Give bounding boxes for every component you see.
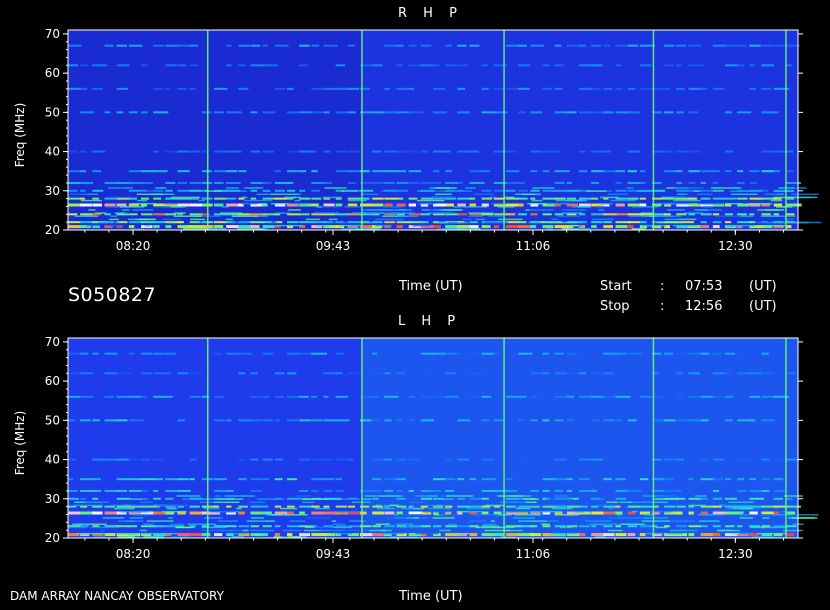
y-tick-label: 30: [45, 184, 60, 198]
stop-time: 12:56: [685, 299, 723, 314]
y-tick-label: 20: [45, 531, 60, 545]
y-tick-label: 50: [45, 105, 60, 119]
lhp-axes: 70 60 50 40 30 20 08:20 09:43 11:06 12:30: [45, 335, 803, 561]
x-tick-label: 12:30: [718, 547, 753, 561]
start-time: 07:53: [685, 279, 723, 294]
start-unit: (UT): [749, 279, 777, 294]
rhp-spectrogram-chart: 70 60 50 40 30 20 08:20 09:43 11:06 12:30 Freq (M…: [13, 27, 822, 253]
observatory-label: DAM ARRAY NANCAY OBSERVATORY: [10, 589, 224, 603]
rhp-axes: 70 60 50 40 30 20 08:20 09:43 11:06 12:30: [45, 27, 803, 253]
stop-colon: :: [660, 299, 665, 314]
rhp-plot-area: [68, 30, 822, 230]
x-tick-label: 12:30: [718, 239, 753, 253]
y-tick-label: 70: [45, 335, 60, 349]
stop-unit: (UT): [749, 299, 777, 314]
x-tick-label: 09:43: [316, 239, 351, 253]
lhp-panel-title: L H P: [398, 314, 462, 329]
y-tick-label: 40: [45, 453, 60, 467]
x-tick-label: 08:20: [116, 239, 151, 253]
y-tick-label: 60: [45, 66, 60, 80]
x-tick-label: 09:43: [316, 547, 351, 561]
stop-label: Stop: [600, 299, 630, 314]
y-tick-label: 20: [45, 223, 60, 237]
lhp-y-axis-label: Freq (MHz): [13, 411, 27, 476]
lhp-spectrogram-chart: 70 60 50 40 30 20 08:20 09:43 11:06 12:30 Freq (M…: [13, 335, 819, 561]
y-tick-label: 70: [45, 27, 60, 41]
y-tick-label: 30: [45, 492, 60, 506]
y-tick-label: 50: [45, 413, 60, 427]
rhp-panel-title: R H P: [398, 6, 463, 21]
lhp-x-axis-label: Time (UT): [399, 589, 463, 604]
x-tick-label: 11:06: [516, 547, 551, 561]
x-tick-label: 11:06: [516, 239, 551, 253]
x-tick-label: 08:20: [116, 547, 151, 561]
rhp-y-axis-label: Freq (MHz): [13, 103, 27, 168]
start-label: Start: [600, 279, 632, 294]
start-colon: :: [660, 279, 665, 294]
session-id: S050827: [68, 284, 157, 306]
y-tick-label: 60: [45, 374, 60, 388]
lhp-plot-area: [68, 338, 819, 538]
y-tick-label: 40: [45, 145, 60, 159]
rhp-x-axis-label: Time (UT): [399, 279, 463, 294]
